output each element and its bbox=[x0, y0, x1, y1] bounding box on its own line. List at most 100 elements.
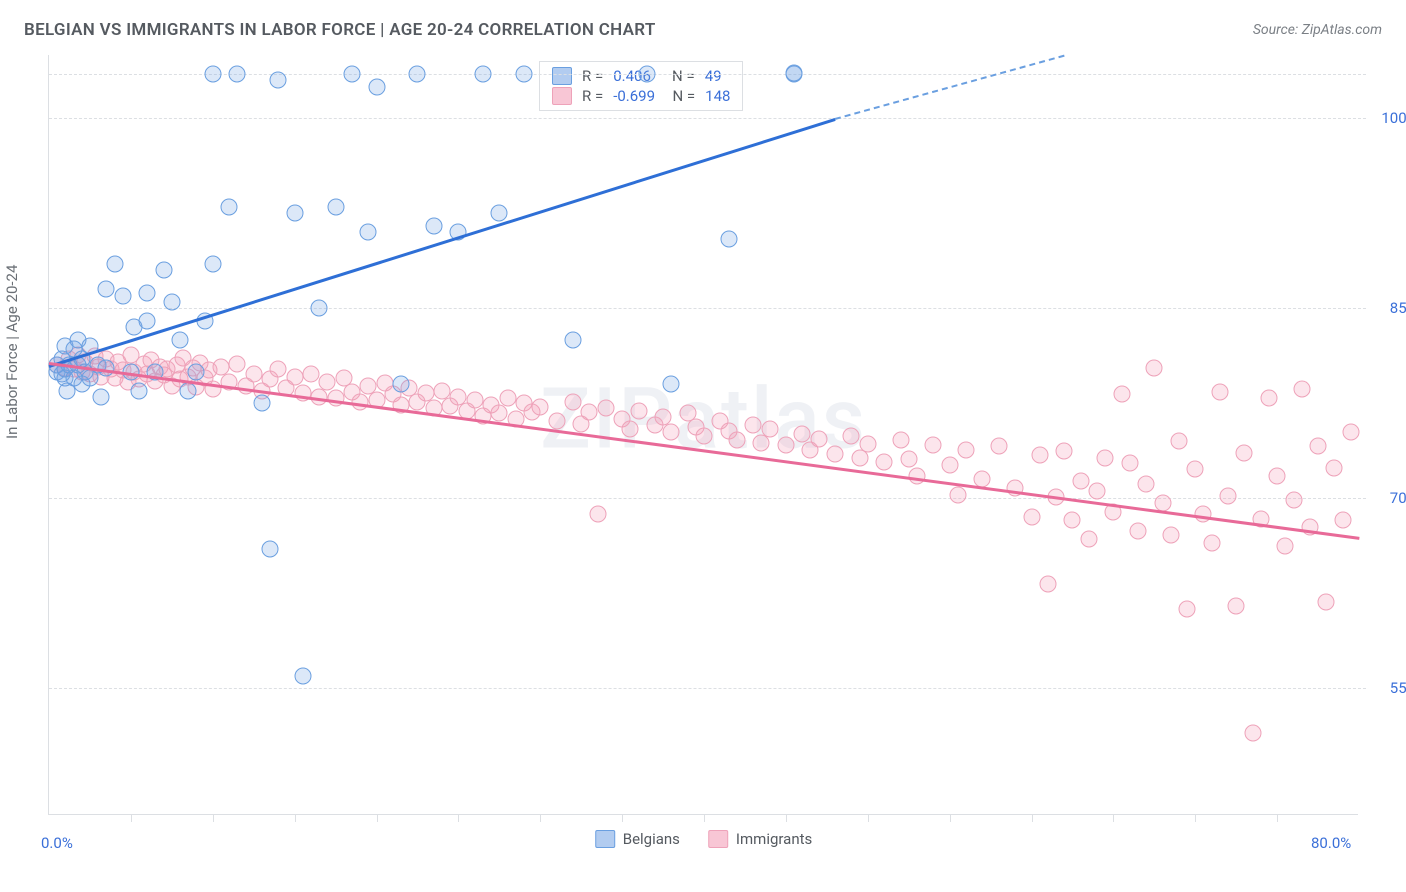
legend-label-immigrants: Immigrants bbox=[736, 830, 812, 848]
y-tick-label: 85.0% bbox=[1390, 299, 1406, 317]
series-legend: Belgians Immigrants bbox=[595, 830, 813, 848]
data-point-immigrants bbox=[859, 435, 876, 452]
swatch-blue-icon bbox=[552, 67, 572, 85]
x-tick bbox=[704, 814, 705, 822]
x-tick bbox=[540, 814, 541, 822]
data-point-belgians bbox=[343, 66, 360, 83]
data-point-belgians bbox=[155, 262, 172, 279]
y-tick-label: 55.0% bbox=[1390, 679, 1406, 697]
data-point-immigrants bbox=[1203, 534, 1220, 551]
data-point-immigrants bbox=[1228, 598, 1245, 615]
gridline bbox=[49, 688, 1366, 689]
data-point-immigrants bbox=[1113, 386, 1130, 403]
data-point-belgians bbox=[180, 382, 197, 399]
data-point-immigrants bbox=[1187, 461, 1204, 478]
data-point-belgians bbox=[114, 287, 131, 304]
data-point-immigrants bbox=[1080, 530, 1097, 547]
data-point-immigrants bbox=[761, 420, 778, 437]
x-tick bbox=[1195, 814, 1196, 822]
data-point-immigrants bbox=[1031, 447, 1048, 464]
data-point-immigrants bbox=[229, 356, 246, 373]
chart-source: Source: ZipAtlas.com bbox=[1253, 22, 1382, 38]
data-point-immigrants bbox=[1277, 538, 1294, 555]
data-point-immigrants bbox=[843, 428, 860, 445]
data-point-immigrants bbox=[900, 451, 917, 468]
n-value-immigrants: 148 bbox=[705, 87, 730, 105]
data-point-immigrants bbox=[958, 442, 975, 459]
data-point-belgians bbox=[393, 376, 410, 393]
data-point-immigrants bbox=[1318, 594, 1335, 611]
x-tick bbox=[458, 814, 459, 822]
data-point-immigrants bbox=[548, 413, 565, 430]
data-point-belgians bbox=[311, 300, 328, 317]
data-point-belgians bbox=[425, 218, 442, 235]
legend-row-immigrants: R = -0.699 N = 148 bbox=[548, 86, 734, 106]
data-point-belgians bbox=[139, 285, 156, 302]
x-tick bbox=[868, 814, 869, 822]
data-point-immigrants bbox=[728, 432, 745, 449]
trendline-belgians-extrapolated bbox=[835, 55, 1065, 121]
data-point-belgians bbox=[229, 66, 246, 83]
data-point-belgians bbox=[286, 205, 303, 222]
data-point-immigrants bbox=[1056, 443, 1073, 460]
data-point-immigrants bbox=[990, 438, 1007, 455]
data-point-immigrants bbox=[581, 404, 598, 421]
x-axis-label: 0.0% bbox=[41, 834, 73, 852]
data-point-belgians bbox=[294, 667, 311, 684]
data-point-immigrants bbox=[745, 416, 762, 433]
r-value-immigrants: -0.699 bbox=[613, 87, 655, 105]
data-point-belgians bbox=[163, 294, 180, 311]
data-point-immigrants bbox=[908, 467, 925, 484]
data-point-belgians bbox=[491, 205, 508, 222]
x-tick bbox=[377, 814, 378, 822]
data-point-immigrants bbox=[876, 453, 893, 470]
data-point-immigrants bbox=[1334, 511, 1351, 528]
data-point-immigrants bbox=[589, 505, 606, 522]
data-point-immigrants bbox=[622, 420, 639, 437]
data-point-immigrants bbox=[1236, 444, 1253, 461]
data-point-belgians bbox=[360, 224, 377, 241]
x-tick bbox=[950, 814, 951, 822]
data-point-belgians bbox=[139, 313, 156, 330]
data-point-immigrants bbox=[1097, 449, 1114, 466]
data-point-belgians bbox=[106, 256, 123, 273]
data-point-belgians bbox=[368, 78, 385, 95]
data-point-immigrants bbox=[1269, 467, 1286, 484]
data-point-belgians bbox=[720, 230, 737, 247]
x-tick bbox=[131, 814, 132, 822]
data-point-immigrants bbox=[1244, 724, 1261, 741]
data-point-immigrants bbox=[286, 368, 303, 385]
data-point-belgians bbox=[204, 256, 221, 273]
trendline-belgians bbox=[49, 118, 836, 367]
swatch-pink-icon bbox=[552, 87, 572, 105]
data-point-immigrants bbox=[1072, 472, 1089, 489]
data-point-immigrants bbox=[1162, 527, 1179, 544]
data-point-immigrants bbox=[1121, 454, 1138, 471]
n-label: N = bbox=[665, 87, 695, 105]
x-tick bbox=[213, 814, 214, 822]
data-point-immigrants bbox=[1089, 482, 1106, 499]
legend-item-immigrants: Immigrants bbox=[708, 830, 812, 848]
data-point-immigrants bbox=[1023, 509, 1040, 526]
data-point-belgians bbox=[327, 199, 344, 216]
data-point-immigrants bbox=[319, 373, 336, 390]
gridline bbox=[49, 74, 1366, 75]
data-point-belgians bbox=[172, 332, 189, 349]
data-point-immigrants bbox=[245, 366, 262, 383]
x-tick bbox=[1277, 814, 1278, 822]
y-tick-label: 70.0% bbox=[1390, 489, 1406, 507]
r-label: R = bbox=[582, 67, 603, 85]
data-point-immigrants bbox=[1310, 438, 1327, 455]
legend-label-belgians: Belgians bbox=[623, 830, 680, 848]
n-value-belgians: 49 bbox=[705, 67, 722, 85]
x-tick bbox=[622, 814, 623, 822]
data-point-belgians bbox=[786, 64, 803, 81]
r-label: R = bbox=[582, 87, 603, 105]
chart-header: BELGIAN VS IMMIGRANTS IN LABOR FORCE | A… bbox=[24, 20, 1382, 40]
gridline bbox=[49, 118, 1366, 119]
data-point-immigrants bbox=[925, 437, 942, 454]
data-point-immigrants bbox=[1170, 433, 1187, 450]
data-point-immigrants bbox=[810, 430, 827, 447]
data-point-belgians bbox=[565, 332, 582, 349]
data-point-immigrants bbox=[327, 390, 344, 407]
